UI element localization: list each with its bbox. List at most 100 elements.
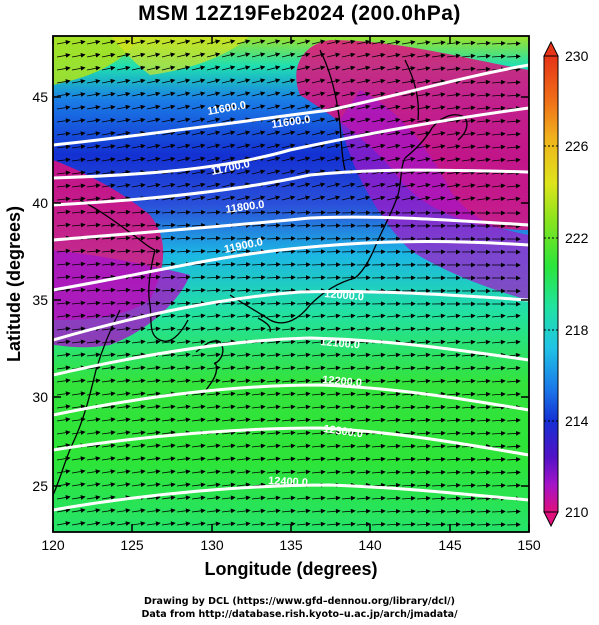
- wind-arrow: [176, 39, 191, 45]
- wind-arrow: [251, 288, 266, 293]
- wind-arrow: [491, 457, 506, 462]
- wind-arrow: [71, 196, 86, 202]
- wind-arrow: [431, 443, 446, 449]
- wind-arrow: [206, 156, 221, 162]
- wind-arrow: [131, 417, 146, 423]
- wind-arrow: [221, 404, 236, 410]
- wind-arrow: [311, 210, 326, 215]
- wind-arrow: [341, 430, 356, 436]
- wind-arrow: [311, 130, 326, 136]
- wind-arrow: [326, 39, 341, 45]
- wind-arrow: [431, 144, 446, 149]
- wind-arrow: [161, 326, 176, 332]
- wind-arrow: [446, 40, 461, 46]
- wind-arrow: [56, 183, 71, 189]
- wind-arrow: [356, 508, 371, 514]
- wind-arrow: [221, 169, 236, 175]
- wind-arrow: [146, 91, 161, 97]
- wind-arrow: [191, 287, 206, 293]
- wind-arrow: [56, 430, 71, 435]
- wind-arrow: [116, 157, 131, 162]
- x-tick-130: 130: [200, 537, 224, 553]
- wind-arrow: [86, 417, 101, 423]
- wind-arrow: [461, 483, 476, 488]
- wind-arrow: [131, 274, 146, 280]
- wind-arrow: [476, 483, 491, 488]
- wind-arrow: [146, 39, 161, 45]
- wind-arrow: [146, 378, 161, 384]
- wind-arrow: [206, 417, 221, 423]
- wind-arrow: [236, 288, 251, 293]
- wind-arrow: [431, 417, 446, 423]
- wind-arrow: [296, 169, 311, 175]
- wind-arrow: [281, 275, 296, 280]
- wind-arrow: [431, 131, 446, 136]
- wind-arrow: [446, 509, 461, 514]
- wind-arrow: [56, 508, 71, 513]
- wind-arrow: [341, 326, 356, 332]
- wind-arrow: [236, 443, 251, 449]
- wind-vectors: [56, 39, 521, 528]
- wind-arrow: [161, 521, 176, 527]
- wind-arrow: [131, 430, 146, 436]
- wind-arrow: [461, 40, 476, 46]
- wind-arrow: [101, 104, 116, 110]
- wind-arrow: [191, 235, 206, 241]
- wind-arrow: [326, 456, 341, 462]
- wind-arrow: [266, 365, 281, 371]
- wind-arrow: [401, 40, 416, 45]
- wind-arrow: [221, 143, 236, 149]
- wind-arrow: [266, 156, 281, 162]
- wind-arrow: [71, 482, 86, 487]
- wind-arrow: [341, 508, 356, 514]
- wind-arrow: [221, 130, 236, 136]
- wind-arrow: [446, 313, 461, 319]
- wind-arrow: [341, 249, 356, 255]
- wind-arrow: [266, 430, 281, 436]
- wind-arrow: [101, 131, 116, 136]
- wind-arrow: [71, 274, 86, 280]
- x-tick-135: 135: [279, 537, 303, 553]
- wind-arrow: [176, 378, 191, 384]
- wind-arrow: [491, 522, 506, 527]
- wind-arrow: [326, 223, 341, 229]
- wind-arrow: [506, 339, 521, 345]
- wind-arrow: [236, 52, 251, 58]
- wind-arrow: [431, 53, 446, 59]
- wind-arrow: [281, 78, 296, 84]
- wind-arrow: [146, 156, 161, 162]
- wind-arrow: [161, 78, 176, 84]
- wind-arrow: [446, 469, 461, 475]
- wind-arrow: [296, 495, 311, 501]
- wind-arrow: [491, 339, 506, 345]
- wind-arrow: [296, 249, 311, 254]
- wind-arrow: [236, 521, 251, 527]
- wind-arrow: [251, 236, 266, 241]
- wind-arrow: [161, 287, 176, 293]
- wind-arrow: [476, 144, 491, 150]
- wind-arrow: [191, 417, 206, 423]
- wind-arrow: [341, 378, 356, 384]
- wind-arrow: [296, 339, 311, 345]
- wind-arrow: [56, 300, 71, 306]
- wind-arrow: [176, 469, 191, 475]
- wind-arrow: [116, 456, 131, 462]
- wind-arrow: [206, 456, 221, 462]
- wind-arrow: [266, 521, 281, 527]
- wind-arrow: [161, 143, 176, 149]
- wind-arrow: [251, 352, 266, 358]
- wind-arrow: [311, 236, 326, 241]
- wind-arrow: [251, 404, 266, 410]
- wind-arrow: [71, 326, 86, 332]
- wind-arrow: [236, 78, 251, 84]
- wind-arrow: [236, 104, 251, 110]
- wind-arrow: [386, 495, 401, 501]
- wind-arrow: [386, 508, 401, 514]
- wind-arrow: [161, 248, 176, 254]
- wind-arrow: [416, 326, 431, 332]
- wind-arrow: [266, 443, 281, 449]
- wind-arrow: [116, 209, 131, 215]
- wind-arrow: [86, 300, 101, 306]
- wind-arrow: [236, 39, 251, 45]
- wind-arrow: [176, 313, 191, 319]
